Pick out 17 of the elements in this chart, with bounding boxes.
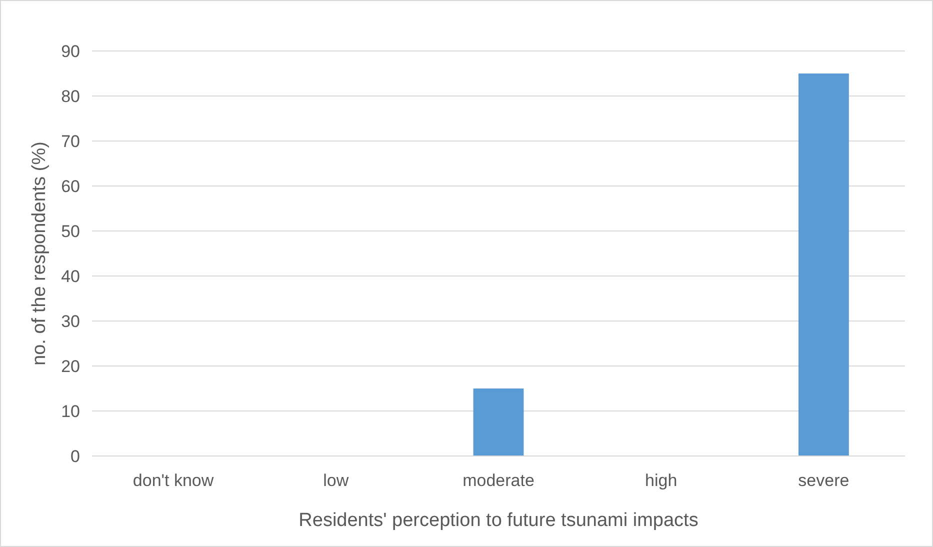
x-tick-label: high xyxy=(645,471,678,490)
y-tick-label: 80 xyxy=(61,86,80,106)
y-axis-title: no. of the respondents (%) xyxy=(29,142,50,366)
x-axis-title: Residents' perception to future tsunami impacts xyxy=(298,510,698,531)
y-tick-label: 90 xyxy=(61,42,80,61)
x-tick-label: severe xyxy=(798,471,850,490)
y-tick-label: 20 xyxy=(61,356,80,376)
y-tick-label: 60 xyxy=(61,176,80,196)
y-tick-label: 70 xyxy=(61,132,80,151)
x-tick-label: don't know xyxy=(132,471,214,490)
y-tick-label: 50 xyxy=(61,222,80,241)
y-tick-label: 10 xyxy=(61,402,80,421)
x-tick-label: low xyxy=(323,471,350,490)
y-tick-label: 0 xyxy=(70,446,80,466)
y-tick-label: 30 xyxy=(61,312,80,331)
y-tick-label: 40 xyxy=(61,266,80,286)
x-tick-label: moderate xyxy=(462,471,534,490)
